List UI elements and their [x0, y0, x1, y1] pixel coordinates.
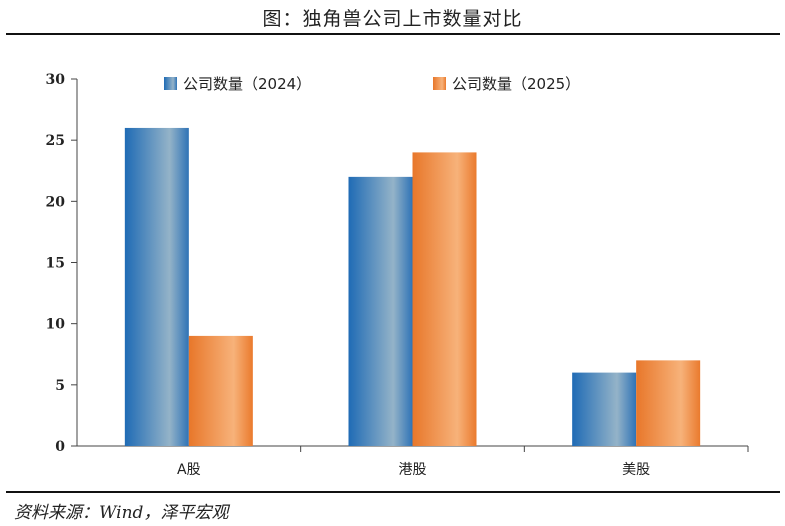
y-tick-label: 0	[55, 439, 65, 455]
bar	[124, 127, 189, 446]
bars	[124, 127, 701, 446]
bar	[636, 360, 701, 446]
y-tick-label: 10	[46, 317, 66, 333]
legend-label: 公司数量（2025）	[452, 75, 580, 93]
bottom-rule	[6, 491, 780, 493]
bar	[188, 335, 253, 446]
y-tick-label: 15	[46, 256, 65, 272]
y-tick-label: 25	[46, 133, 65, 149]
y-tick-label: 30	[46, 72, 66, 88]
x-tick-label: A股	[177, 462, 201, 478]
chart-title: 图：独角兽公司上市数量对比	[262, 8, 523, 30]
source-note: 资料来源：Wind，泽平宏观	[14, 503, 229, 523]
legend-label: 公司数量（2024）	[183, 75, 311, 93]
legend-swatch	[164, 77, 177, 90]
bar	[348, 176, 413, 446]
bar	[572, 372, 637, 446]
legend-swatch	[433, 77, 446, 90]
y-tick-label: 20	[46, 194, 66, 210]
legend: 公司数量（2024） 公司数量（2025）	[164, 75, 580, 93]
bar	[412, 152, 477, 446]
x-tick-label: 港股	[399, 462, 427, 478]
y-tick-label: 5	[55, 378, 65, 394]
top-rule	[6, 33, 780, 35]
x-tick-label: 美股	[622, 462, 650, 478]
